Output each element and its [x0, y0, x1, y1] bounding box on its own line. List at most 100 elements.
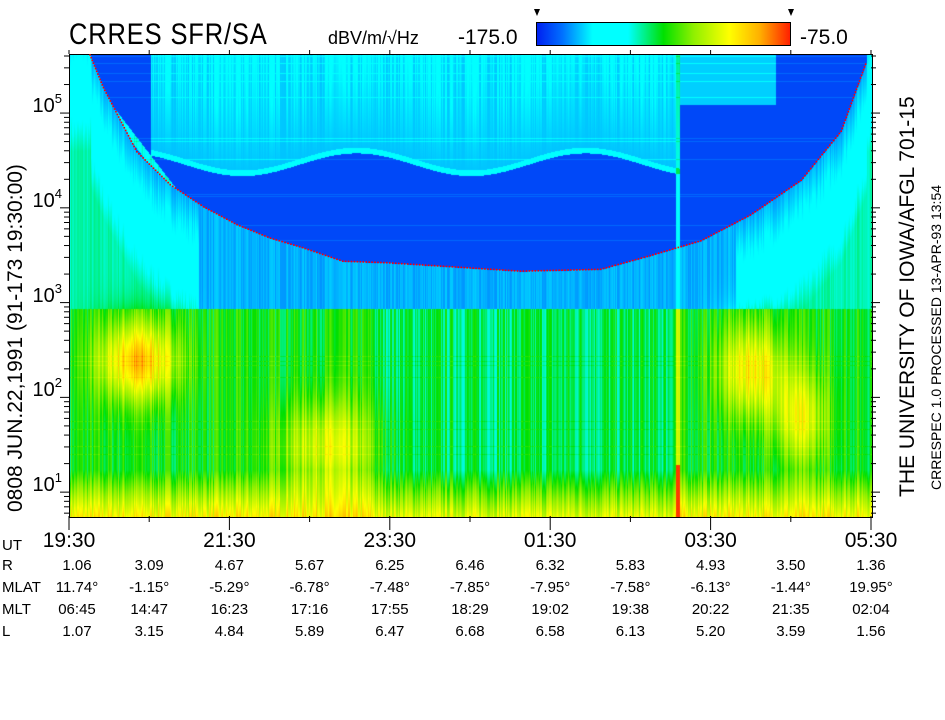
- ephemeris-cell: 6.68: [455, 623, 485, 640]
- overlay-curve-point: [761, 205, 764, 208]
- overlay-curve-point: [751, 212, 754, 215]
- overlay-curve-point: [860, 74, 863, 77]
- overlay-curve-point: [146, 161, 149, 163]
- overlay-curve-point: [771, 199, 773, 201]
- overlay-curve-point: [522, 270, 525, 272]
- overlay-curve-point: [169, 183, 172, 186]
- overlay-curve-point: [663, 250, 666, 253]
- overlay-curve-point: [310, 249, 312, 252]
- overlay-curve-point: [861, 71, 864, 74]
- overlay-curve-point: [436, 265, 439, 267]
- overlay-curve-point: [587, 268, 590, 271]
- overlay-curve-point: [741, 218, 744, 220]
- overlay-curve-point: [112, 105, 114, 108]
- overlay-curve-point: [108, 97, 110, 100]
- overlay-curve-point: [255, 231, 258, 234]
- overlay-curve-point: [764, 204, 766, 206]
- ephemeris-cell: 19:02: [531, 601, 569, 618]
- overlay-curve-point: [528, 270, 531, 272]
- overlay-curve-point: [797, 181, 800, 183]
- overlay-curve-point: [850, 102, 853, 105]
- overlay-curve-point: [365, 261, 368, 263]
- overlay-curve-point: [859, 77, 862, 79]
- overlay-curve-point: [558, 269, 560, 272]
- overlay-curve-point: [654, 253, 657, 255]
- overlay-curve-point: [720, 229, 723, 231]
- overlay-curve-point: [439, 265, 442, 267]
- overlay-curve-point: [504, 269, 507, 272]
- colorbar-max-label: -75.0: [800, 26, 848, 49]
- overlay-curve-point: [754, 210, 757, 213]
- overlay-curve-point: [215, 212, 218, 215]
- overlay-curve-point: [195, 200, 197, 203]
- overlay-curve-point: [380, 261, 382, 264]
- ephemeris-cell: 4.67: [214, 557, 244, 574]
- overlay-curve-point: [350, 260, 353, 263]
- overlay-curve-point: [140, 155, 142, 157]
- overlay-curve-point: [105, 92, 108, 94]
- overlay-curve-point: [821, 153, 823, 156]
- overlay-curve-point: [451, 266, 454, 268]
- overlay-curve-point: [847, 110, 850, 113]
- overlay-curve-point: [700, 239, 702, 242]
- overlay-curve-point: [252, 230, 255, 233]
- overlay-curve-point: [813, 163, 816, 165]
- ephemeris-cell: 23:30: [363, 529, 417, 552]
- overlay-curve-point: [150, 165, 153, 167]
- tick-base: 10: [32, 95, 55, 118]
- overlay-curve-point: [167, 181, 169, 184]
- overlay-curve-point: [177, 188, 179, 191]
- row-label: MLAT: [2, 579, 41, 596]
- overlay-curve-point: [236, 223, 238, 226]
- overlay-curve-point: [174, 187, 177, 189]
- overlay-curve-point: [391, 262, 394, 264]
- overlay-curve-point: [864, 63, 867, 65]
- overlay-curve-point: [377, 261, 379, 264]
- overlay-curve-point: [233, 222, 236, 225]
- overlay-curve-point: [344, 260, 347, 263]
- overlay-curve-point: [275, 239, 278, 241]
- overlay-curve-point: [295, 245, 298, 247]
- overlay-curve-point: [304, 247, 307, 250]
- overlay-curve-point: [163, 177, 165, 180]
- overlay-curve-point: [388, 262, 391, 264]
- overlay-curve-point: [220, 215, 223, 218]
- overlay-curve-point: [617, 263, 619, 266]
- tick-exponent: 1: [54, 470, 62, 486]
- overlay-curve-point: [231, 221, 233, 223]
- overlay-curve-point: [561, 269, 563, 272]
- overlay-curve-point: [228, 219, 231, 222]
- overlay-curve-point: [585, 268, 587, 271]
- overlay-curve-point: [490, 268, 492, 271]
- overlay-curve-point: [685, 244, 688, 246]
- tick-exponent: 3: [54, 280, 62, 296]
- overlay-curve-point: [713, 233, 715, 235]
- overlay-curve-point: [298, 245, 301, 248]
- overlay-curve-point: [123, 126, 126, 129]
- overlay-curve-point: [119, 118, 121, 121]
- overlay-curve-point: [472, 267, 474, 269]
- overlay-curve-point: [832, 139, 835, 142]
- overlay-curve-point: [463, 266, 466, 269]
- ephemeris-cell: 01:30: [523, 529, 577, 552]
- ephemeris-cell: -1.15°: [129, 579, 170, 596]
- ephemeris-cell: 03:30: [684, 529, 737, 552]
- overlay-curve-point: [90, 56, 92, 59]
- overlay-curve-point: [481, 267, 483, 270]
- ephemeris-cell: 5.89: [294, 623, 325, 640]
- overlay-curve-point: [324, 254, 327, 257]
- ephemeris-cell: 3.09: [134, 557, 164, 574]
- overlay-curve-point: [99, 78, 101, 81]
- overlay-curve-point: [448, 265, 451, 268]
- overlay-curve-point: [261, 234, 263, 236]
- overlay-curve-point: [478, 267, 480, 270]
- ephemeris-cell: 4.93: [695, 557, 726, 574]
- ephemeris-row: UT 19:30 21:30 23:30 01:30 03:30 05:30: [0, 529, 945, 554]
- overlay-curve-point: [702, 238, 705, 241]
- overlay-curve-point: [744, 216, 746, 219]
- ephemeris-cell: 6.25: [375, 557, 405, 574]
- overlay-curve-point: [113, 108, 116, 110]
- overlay-curve-point: [525, 270, 528, 272]
- overlay-curve-point: [806, 172, 808, 175]
- ephemeris-cell: 18:29: [451, 601, 489, 618]
